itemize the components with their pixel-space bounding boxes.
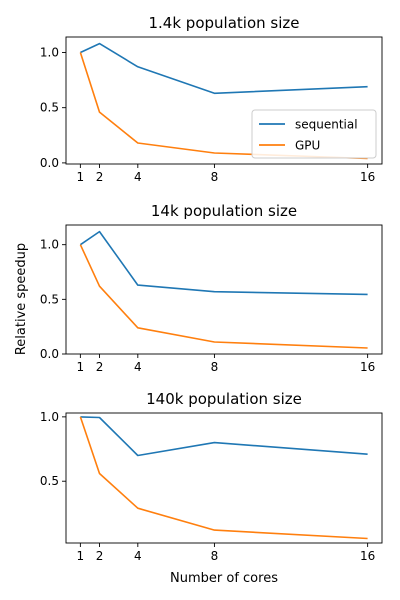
plot-frame [65, 36, 383, 165]
x-tick-label: 2 [96, 170, 104, 184]
x-tick-label: 8 [211, 170, 219, 184]
y-axis-label: Relative speedup [14, 243, 29, 355]
y-tick-label: 1.0 [40, 238, 59, 252]
legend-entry-sequential: sequential [295, 118, 358, 132]
x-axis-label: Number of cores [170, 571, 278, 586]
series-line-gpu [79, 244, 368, 349]
legend-box [251, 109, 377, 159]
y-tick-label: 0.0 [40, 156, 59, 170]
panel-1.4k: 1.4k population size 1 2 4 8 16 0.0 0.5 1.0 seque… [40, 14, 383, 184]
x-tick-label: 4 [134, 170, 142, 184]
x-tick-label: 8 [211, 549, 219, 563]
x-tick-label: 16 [360, 170, 375, 184]
legend: sequential GPU [251, 109, 377, 159]
x-tick-label: 1 [77, 549, 85, 563]
chart-title: 1.4k population size [149, 14, 300, 32]
y-tick-label: 0.5 [40, 292, 59, 306]
x-tick-label: 4 [134, 549, 142, 563]
series-line-sequential [80, 416, 368, 457]
x-tick-label: 1 [77, 170, 85, 184]
chart-title: 14k population size [151, 202, 297, 220]
x-tick-label: 1 [77, 360, 85, 374]
y-tick-label: 0.5 [40, 474, 59, 488]
x-tick-label: 2 [96, 549, 104, 563]
y-tick-label: 0.5 [40, 101, 59, 115]
plot-frame [65, 224, 383, 355]
legend-entry-gpu: GPU [295, 139, 320, 153]
x-tick-label: 4 [134, 360, 142, 374]
panel-140k: 140k population size 1 2 4 8 16 0.5 1.0 [40, 390, 383, 563]
x-tick-label: 16 [360, 549, 375, 563]
series-line-sequential [79, 230, 368, 296]
series-line-sequential [80, 42, 368, 95]
x-tick-label: 8 [211, 360, 219, 374]
panel-14k: 14k population size 1 2 4 8 16 0.0 0.5 1.0 [40, 202, 383, 374]
x-tick-label: 16 [360, 360, 375, 374]
y-tick-label: 1.0 [40, 410, 59, 424]
x-tick-label: 2 [96, 360, 104, 374]
y-tick-label: 1.0 [40, 45, 59, 59]
series-line-gpu [79, 416, 368, 540]
plot-frame [65, 412, 383, 544]
chart-title: 140k population size [146, 390, 302, 408]
y-tick-label: 0.0 [40, 347, 59, 361]
